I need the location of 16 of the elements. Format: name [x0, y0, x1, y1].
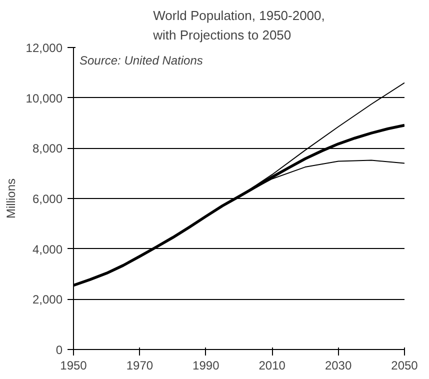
x-tick-label: 1970 — [126, 358, 154, 372]
y-tick-label: 10,000 — [26, 91, 63, 106]
x-tick-label: 2010 — [258, 358, 286, 372]
annotation: Source: United Nations — [80, 54, 203, 68]
y-axis-title: Millions — [4, 178, 18, 219]
x-tick-label: 2030 — [324, 358, 352, 372]
y-tick-label: 2,000 — [32, 292, 63, 307]
chart-title: World Population, 1950-2000, with Projections to 2050 — [152, 8, 325, 42]
x-tick-label: 2050 — [391, 358, 418, 372]
y-tick-label: 12,000 — [26, 41, 63, 55]
x-tick-label: 1950 — [60, 358, 88, 372]
y-tick-label: 0 — [56, 343, 63, 357]
y-tick-label: 4,000 — [32, 242, 63, 256]
y-tick-label: 8,000 — [32, 142, 63, 156]
y-tick-label: 6,000 — [32, 192, 63, 206]
x-tick-label: 1990 — [192, 358, 220, 372]
